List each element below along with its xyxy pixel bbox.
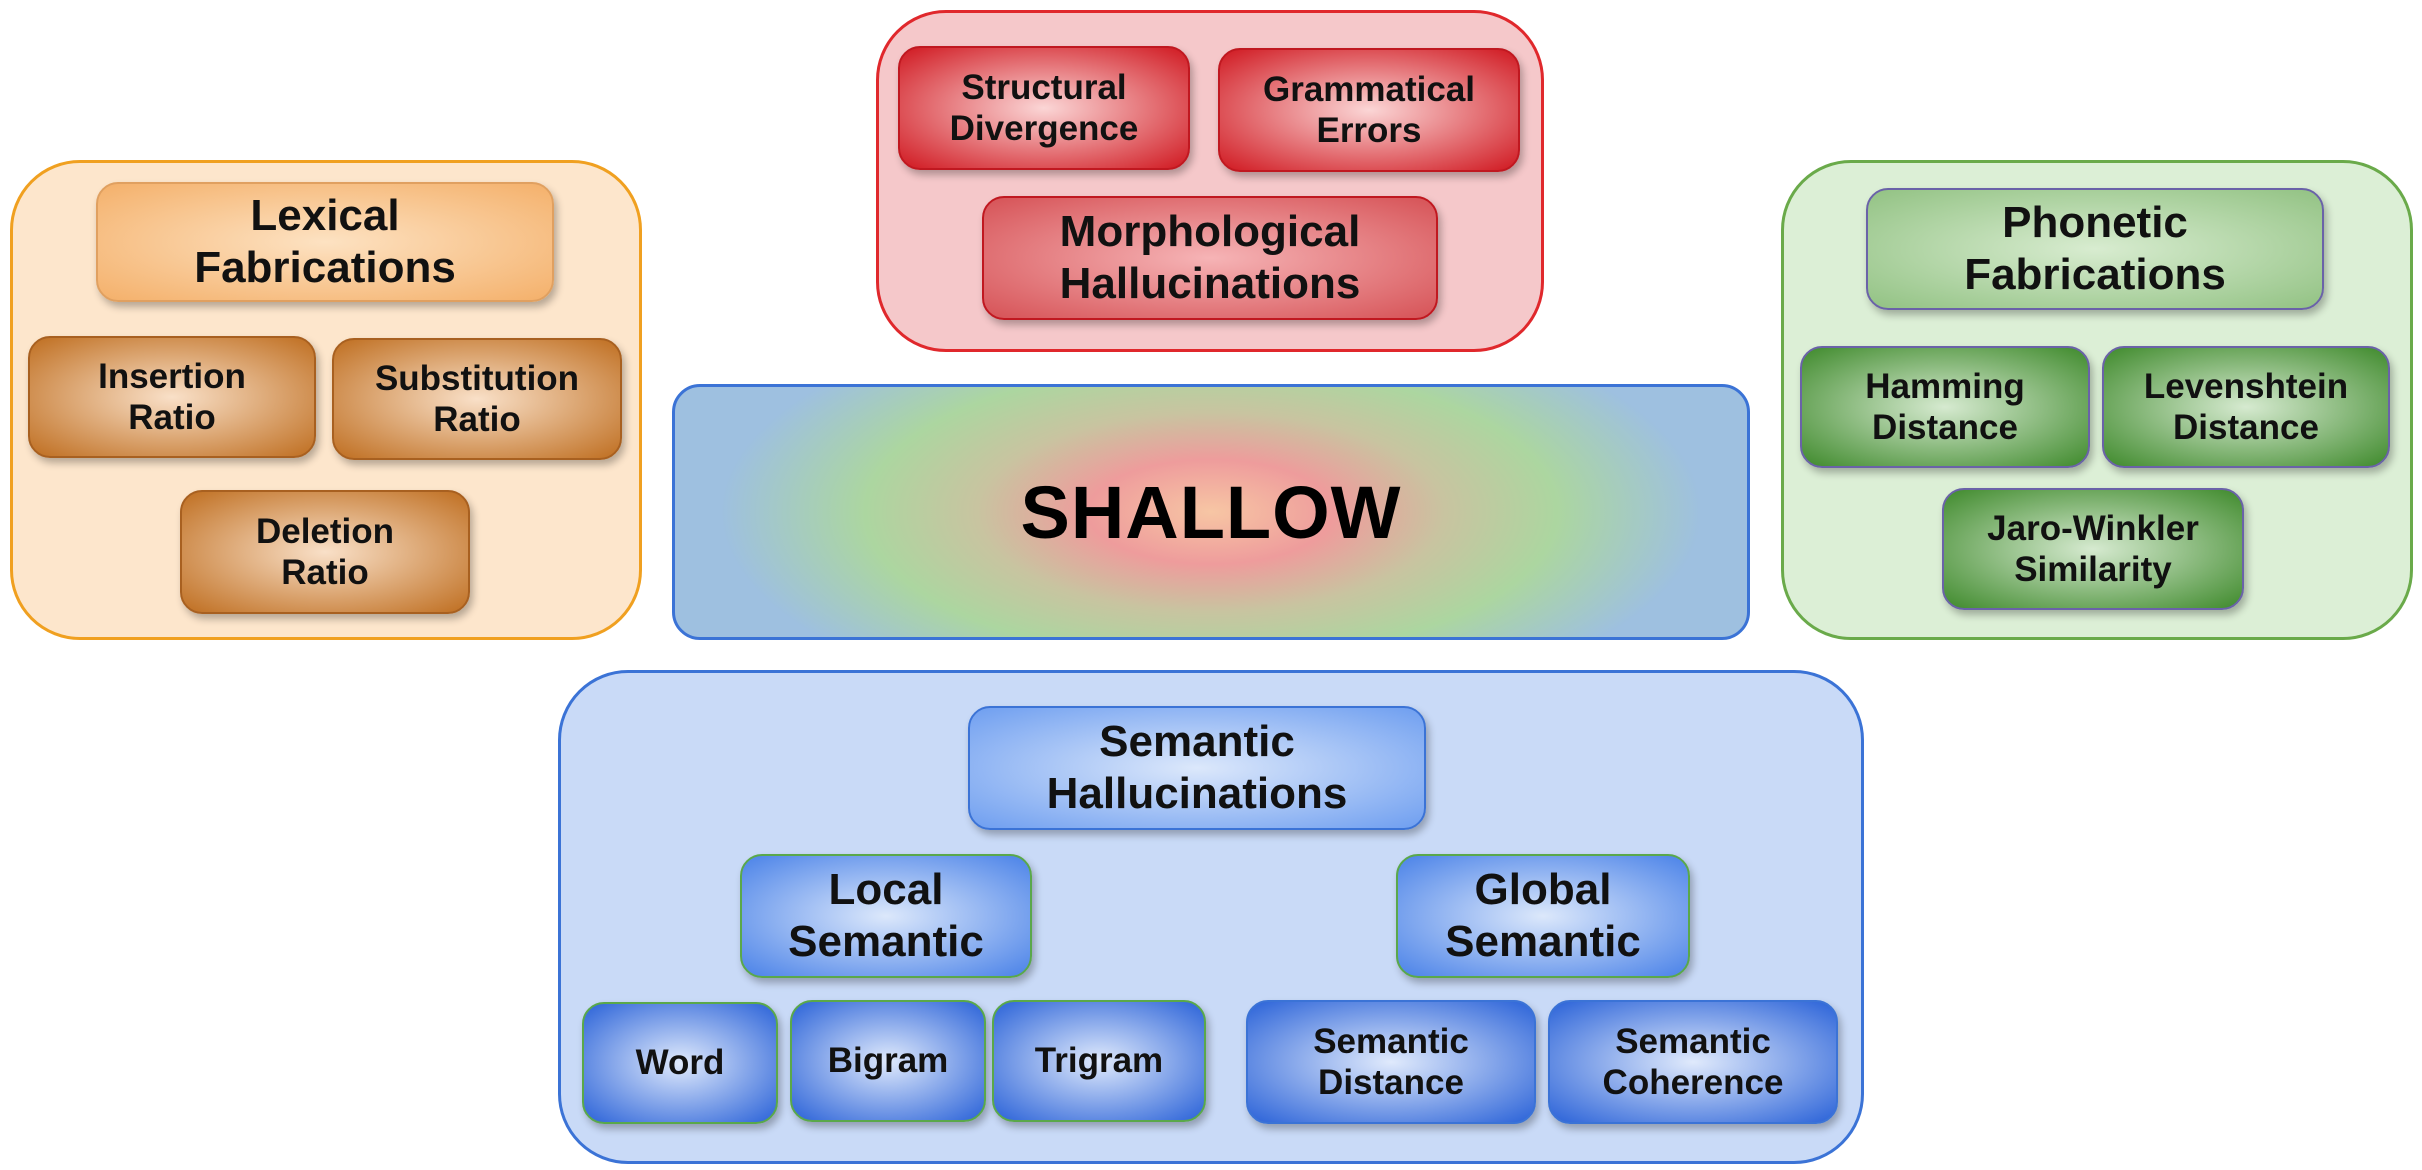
semantic-coherence-box: Semantic Coherence (1548, 1000, 1838, 1124)
semantic-hallucinations-title: Semantic Hallucinations (968, 706, 1426, 830)
substitution-ratio-box: Substitution Ratio (332, 338, 622, 460)
trigram-box: Trigram (992, 1000, 1206, 1122)
lexical-fabrications-title: Lexical Fabrications (96, 182, 554, 302)
local-semantic-box: Local Semantic (740, 854, 1032, 978)
phonetic-fabrications-title: Phonetic Fabrications (1866, 188, 2324, 310)
shallow-center-box: SHALLOW (672, 384, 1750, 640)
morphological-hallucinations-title: Morphological Hallucinations (982, 196, 1438, 320)
global-semantic-box: Global Semantic (1396, 854, 1690, 978)
deletion-ratio-box: Deletion Ratio (180, 490, 470, 614)
levenshtein-distance-box: Levenshtein Distance (2102, 346, 2390, 468)
jaro-winkler-similarity-box: Jaro-Winkler Similarity (1942, 488, 2244, 610)
word-box: Word (582, 1002, 778, 1124)
bigram-box: Bigram (790, 1000, 986, 1122)
grammatical-errors-box: Grammatical Errors (1218, 48, 1520, 172)
semantic-distance-box: Semantic Distance (1246, 1000, 1536, 1124)
insertion-ratio-box: Insertion Ratio (28, 336, 316, 458)
hamming-distance-box: Hamming Distance (1800, 346, 2090, 468)
structural-divergence-box: Structural Divergence (898, 46, 1190, 170)
shallow-label: SHALLOW (1020, 470, 1402, 554)
